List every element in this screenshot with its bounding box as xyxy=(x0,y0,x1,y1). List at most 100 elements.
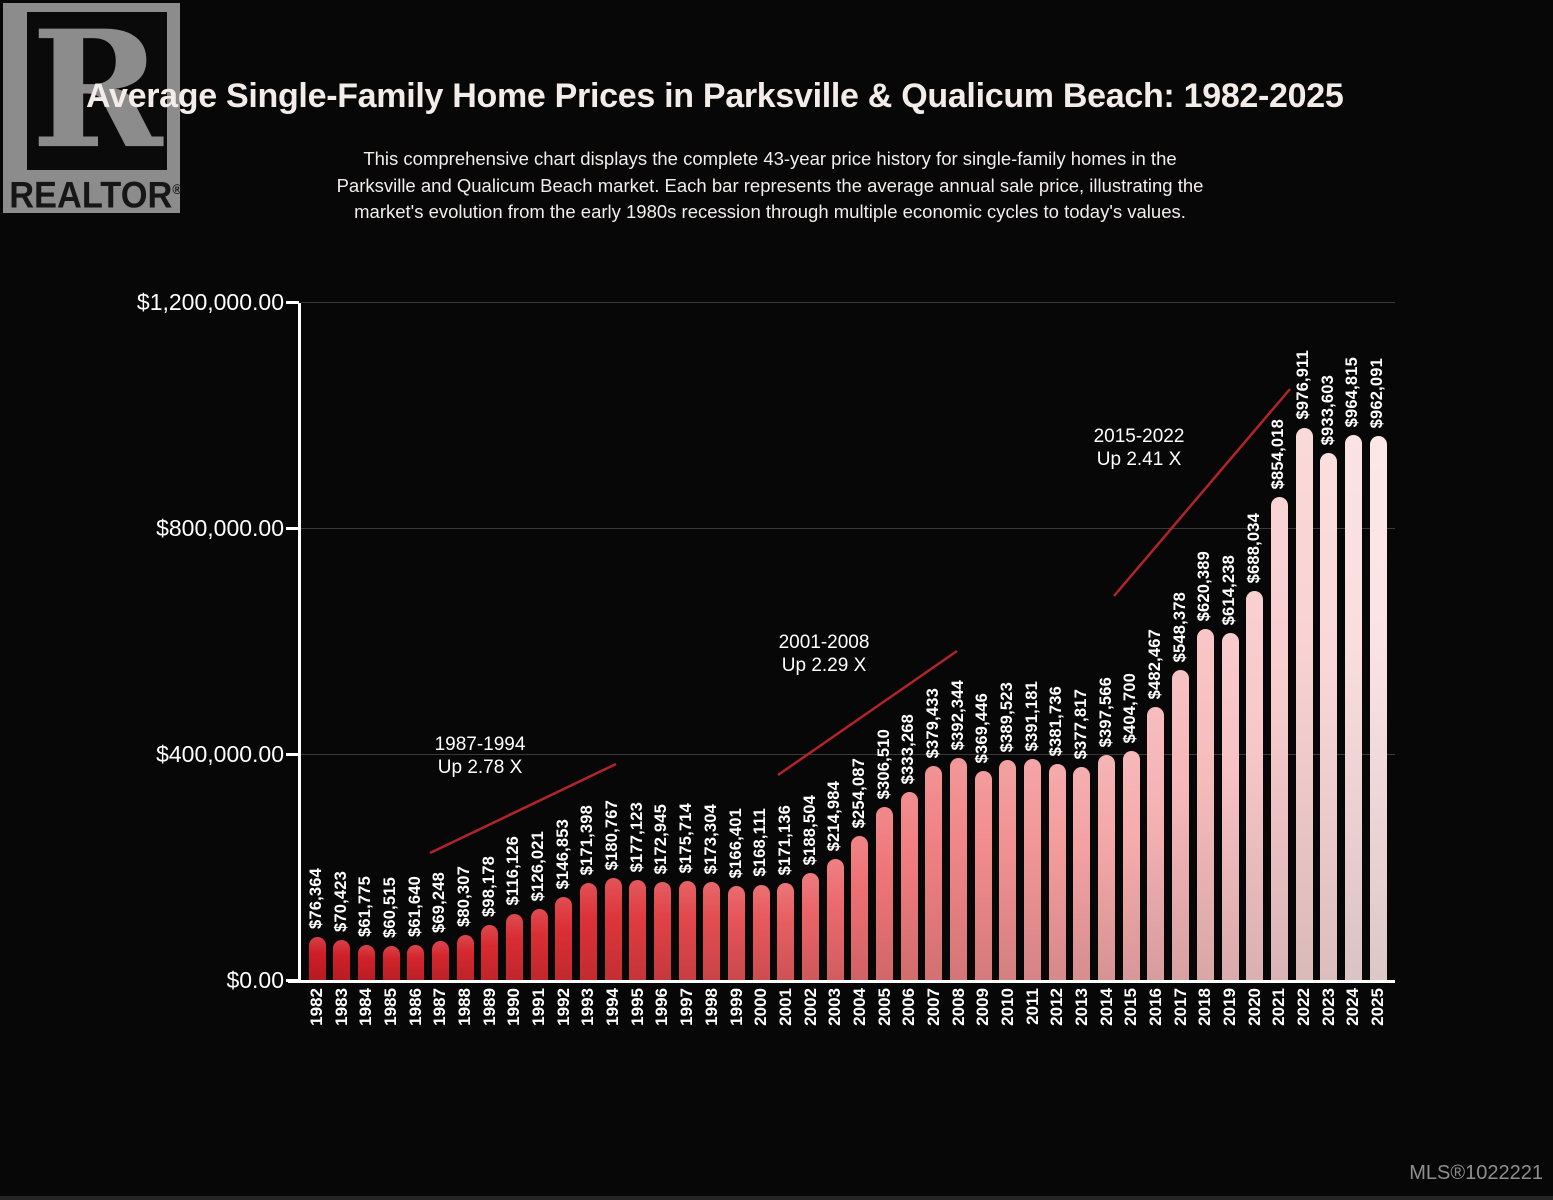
x-axis-tick-label: 1989 xyxy=(479,988,499,1026)
x-axis-tick-label: 1995 xyxy=(627,988,647,1026)
x-axis-tick-label: 2011 xyxy=(1022,988,1042,1025)
bar-value-label: $98,178 xyxy=(479,855,498,917)
x-axis-tick-label: 2005 xyxy=(874,988,894,1026)
bar-value-label: $70,423 xyxy=(331,870,350,932)
annotation-2001-2008: 2001-2008 Up 2.29 X xyxy=(734,631,914,677)
bar-value-label: $854,018 xyxy=(1269,418,1288,489)
subtitle-line-1: This comprehensive chart displays the co… xyxy=(363,148,1177,169)
bar-value-label: $254,087 xyxy=(849,757,868,828)
bar-2022 xyxy=(1295,428,1313,980)
bar-1991 xyxy=(530,909,548,980)
x-axis-tick-label: 2025 xyxy=(1368,988,1387,1026)
annotation-2015-2022: 2015-2022 Up 2.41 X xyxy=(1049,425,1229,471)
x-axis-tick-label: 2008 xyxy=(948,988,968,1026)
subtitle-line-2: Parksville and Qualicum Beach market. Ea… xyxy=(336,174,1204,196)
x-axis-tick-label: 2009 xyxy=(973,988,993,1026)
bar-2000 xyxy=(752,885,770,980)
bar-2011 xyxy=(1024,759,1042,980)
bar-value-label: $61,775 xyxy=(356,875,375,937)
x-axis-tick-label: 1998 xyxy=(701,988,721,1026)
x-axis-tick-label: 1985 xyxy=(381,988,400,1026)
bar-value-label: $333,268 xyxy=(899,713,918,784)
x-axis-tick-label: 1987 xyxy=(430,988,450,1026)
bar-2024 xyxy=(1344,435,1362,980)
bar-1982 xyxy=(308,937,326,980)
x-axis-tick-label: 2023 xyxy=(1318,988,1338,1026)
x-axis-tick-label: 2013 xyxy=(1071,988,1091,1026)
annotation-change: Up 2.78 X xyxy=(437,757,523,778)
bar-2023 xyxy=(1320,453,1338,980)
page-title: Average Single-Family Home Prices in Par… xyxy=(86,77,1344,115)
y-axis-tick-label: $0.00 xyxy=(226,967,284,993)
bar-2018 xyxy=(1196,629,1214,980)
y-axis xyxy=(298,303,301,983)
annotation-period: 1987-1994 xyxy=(434,734,526,755)
bar-1997 xyxy=(678,881,696,980)
bar-2016 xyxy=(1147,707,1165,980)
bar-value-label: $126,021 xyxy=(529,830,548,901)
bar-2005 xyxy=(876,807,893,980)
x-axis-tick-label: 2000 xyxy=(751,988,771,1026)
bar-1987 xyxy=(431,941,449,980)
bar-1998 xyxy=(703,882,721,980)
x-axis-tick-label: 1996 xyxy=(652,988,672,1026)
x-axis-tick-label: 2015 xyxy=(1121,988,1141,1026)
bar-2004 xyxy=(851,836,869,980)
bar-1992 xyxy=(555,897,573,980)
bar-value-label: $381,736 xyxy=(1047,685,1066,756)
bar-value-label: $688,034 xyxy=(1244,512,1263,583)
x-axis-tick-label: 2006 xyxy=(899,988,919,1026)
bar-1996 xyxy=(653,882,671,980)
bar-value-label: $962,091 xyxy=(1368,357,1386,428)
realtor-wordmark-text: REALTOR xyxy=(9,174,173,216)
bar-2019 xyxy=(1221,633,1239,980)
bar-value-label: $933,603 xyxy=(1318,374,1337,445)
bar-2012 xyxy=(1048,764,1066,980)
bar-2008 xyxy=(950,758,967,980)
y-axis-tick-label: $800,000.00 xyxy=(156,515,284,541)
bar-value-label: $404,700 xyxy=(1121,672,1140,743)
bar-value-label: $61,640 xyxy=(405,875,424,937)
realtor-r-letter: R xyxy=(31,12,163,170)
x-axis-tick-label: 2021 xyxy=(1269,988,1289,1026)
bar-2003 xyxy=(826,859,844,980)
bar-2014 xyxy=(1098,755,1116,980)
x-axis-tick-label: 2007 xyxy=(923,988,943,1026)
bar-2013 xyxy=(1073,767,1091,980)
x-axis-tick-label: 2020 xyxy=(1244,988,1264,1026)
x-axis-tick-label: 1986 xyxy=(405,988,425,1026)
realtor-logo-r-block: R xyxy=(27,12,167,170)
page-subtitle: This comprehensive chart displays the co… xyxy=(170,146,1370,226)
registered-trademark-icon: ® xyxy=(172,181,182,197)
bar-value-label: $214,984 xyxy=(825,780,844,851)
bar-2015 xyxy=(1122,751,1140,980)
bar-value-label: $175,714 xyxy=(677,802,696,873)
x-axis-tick-label: 2017 xyxy=(1170,988,1190,1026)
bar-value-label: $116,126 xyxy=(504,836,523,906)
bar-2010 xyxy=(999,760,1017,980)
bar-value-label: $391,181 xyxy=(1022,680,1041,751)
y-axis-tick xyxy=(286,301,299,304)
annotation-change: Up 2.29 X xyxy=(781,655,867,676)
bar-1989 xyxy=(481,925,499,980)
bar-value-label: $976,911 xyxy=(1294,350,1312,420)
bar-2017 xyxy=(1172,670,1190,980)
x-axis-tick-label: 2022 xyxy=(1294,988,1313,1026)
annotation-period: 2001-2008 xyxy=(778,632,870,653)
annotation-change: Up 2.41 X xyxy=(1096,449,1182,470)
bar-value-label: $397,566 xyxy=(1096,676,1115,747)
subtitle-line-3: market's evolution from the early 1980s … xyxy=(354,201,1186,222)
bar-value-label: $171,398 xyxy=(578,804,597,875)
bar-value-label: $369,446 xyxy=(973,692,992,763)
bar-value-label: $379,433 xyxy=(923,687,942,758)
bar-2006 xyxy=(900,792,918,980)
bar-1986 xyxy=(407,945,425,980)
bar-value-label: $146,853 xyxy=(553,818,572,889)
bar-value-label: $964,815 xyxy=(1343,356,1362,427)
y-axis-tick-label: $1,200,000.00 xyxy=(136,289,284,315)
realtor-wordmark: REALTOR® xyxy=(9,169,182,216)
gridline-800000 xyxy=(301,528,1395,529)
bar-1990 xyxy=(505,914,523,980)
bar-2007 xyxy=(925,766,943,980)
